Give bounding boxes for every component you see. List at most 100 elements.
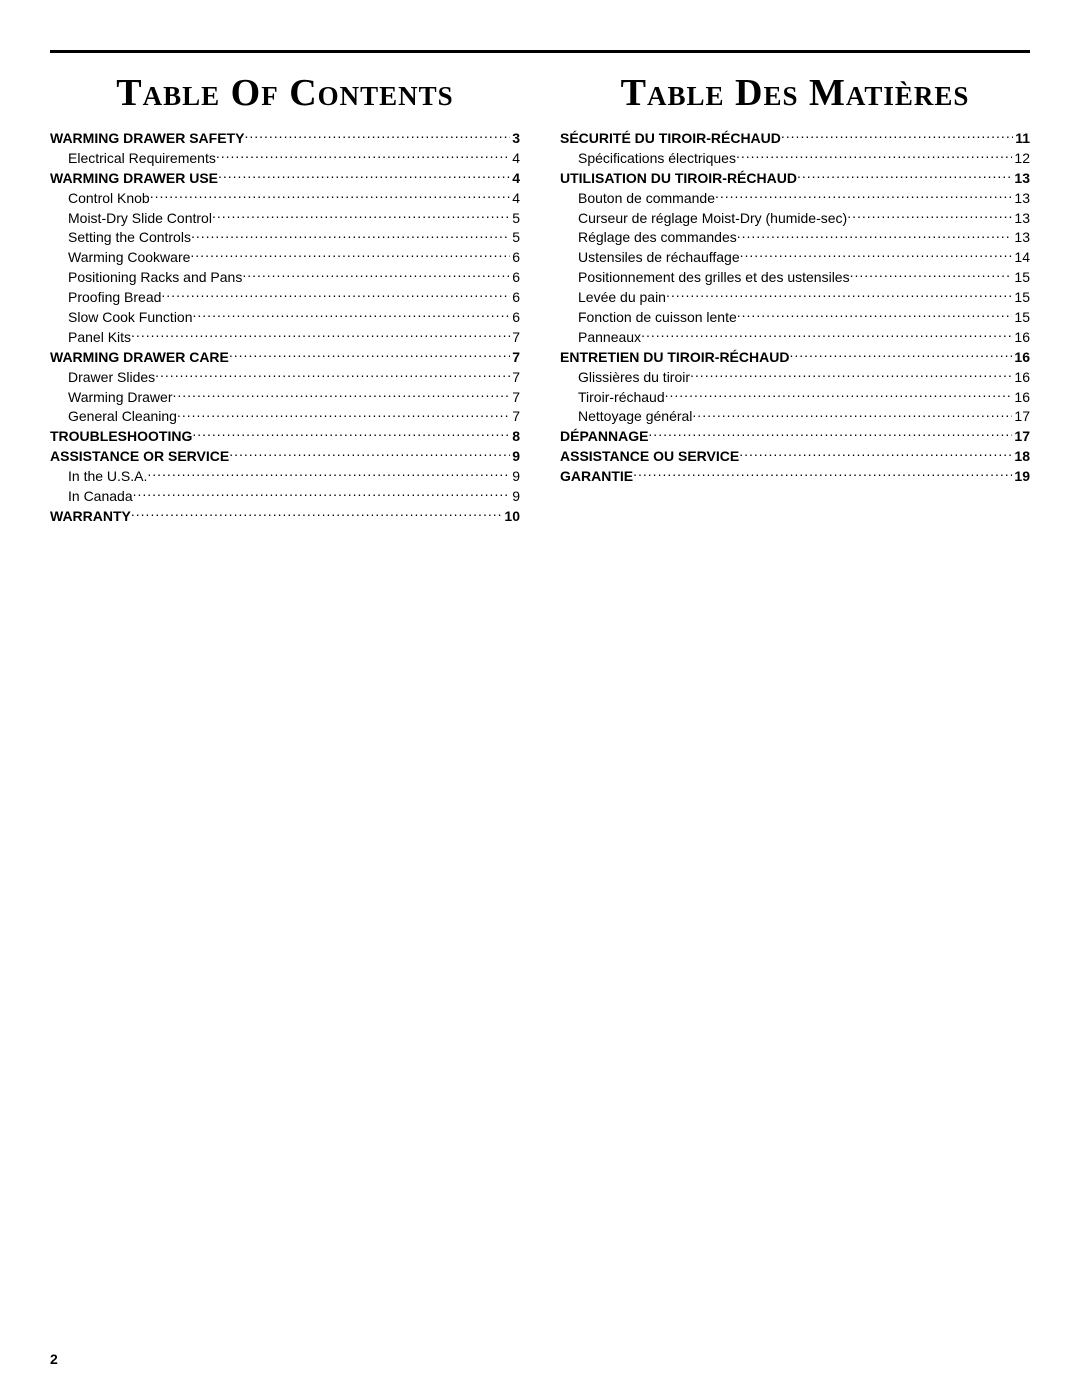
toc-leader-dots <box>173 388 511 402</box>
document-page: Table Of Contents WARMING DRAWER SAFETY 3… <box>0 0 1080 1397</box>
toc-leader-dots <box>666 288 1012 302</box>
toc-entry-label: General Cleaning <box>68 407 177 426</box>
toc-leader-dots <box>161 288 510 302</box>
toc-entry-page: 7 <box>510 368 520 387</box>
toc-entry: Curseur de réglage Moist-Dry (humide-sec… <box>560 209 1030 228</box>
toc-entry-label: Fonction de cuisson lente <box>578 308 737 327</box>
toc-leader-dots <box>244 129 510 143</box>
toc-entry: ENTRETIEN DU TIROIR-RÉCHAUD16 <box>560 348 1030 367</box>
toc-entry: Levée du pain15 <box>560 288 1030 307</box>
toc-entry-label: Warming Drawer <box>68 388 173 407</box>
toc-entry-page: 13 <box>1012 228 1030 247</box>
toc-entry-page: 3 <box>510 129 520 148</box>
toc-entry-page: 5 <box>510 209 520 228</box>
toc-entry: Panel Kits 7 <box>50 328 520 347</box>
toc-entry-page: 16 <box>1012 328 1030 347</box>
toc-entry: In the U.S.A.9 <box>50 467 520 486</box>
toc-entry: DÉPANNAGE 17 <box>560 427 1030 446</box>
top-rule <box>50 50 1030 53</box>
toc-leader-dots <box>633 467 1012 481</box>
toc-entry-page: 9 <box>510 487 520 506</box>
toc-leader-dots <box>131 507 503 521</box>
toc-entry-page: 9 <box>510 447 520 466</box>
toc-entry-page: 9 <box>510 467 520 486</box>
toc-entry-label: Panneaux <box>578 328 641 347</box>
toc-leader-dots <box>850 268 1013 282</box>
toc-entry: Spécifications électriques12 <box>560 149 1030 168</box>
toc-entry-label: DÉPANNAGE <box>560 427 648 446</box>
toc-entry-page: 13 <box>1012 169 1030 188</box>
toc-leader-dots <box>133 487 511 501</box>
toc-entry-label: Warming Cookware <box>68 248 190 267</box>
toc-entry-label: ASSISTANCE OR SERVICE <box>50 447 229 466</box>
toc-entry: Nettoyage général 17 <box>560 407 1030 426</box>
toc-leader-dots <box>737 308 1013 322</box>
right-entries-list: SÉCURITÉ DU TIROIR-RÉCHAUD11Spécificatio… <box>560 129 1030 486</box>
right-column: Table Des Matières SÉCURITÉ DU TIROIR-RÉ… <box>560 63 1030 527</box>
toc-leader-dots <box>739 447 1012 461</box>
toc-entry: Bouton de commande13 <box>560 189 1030 208</box>
toc-entry-page: 5 <box>510 228 520 247</box>
toc-entry-label: Panel Kits <box>68 328 131 347</box>
toc-entry-page: 7 <box>510 407 520 426</box>
toc-entry: Proofing Bread6 <box>50 288 520 307</box>
toc-entry-page: 11 <box>1013 129 1030 148</box>
toc-leader-dots <box>150 189 510 203</box>
toc-entry: WARMING DRAWER CARE7 <box>50 348 520 367</box>
left-toc-title: Table Of Contents <box>50 71 520 115</box>
toc-leader-dots <box>740 248 1013 262</box>
toc-entry-page: 7 <box>510 328 520 347</box>
toc-entry-label: Positionnement des grilles et des ustens… <box>578 268 850 287</box>
toc-entry: Warming Drawer 7 <box>50 388 520 407</box>
toc-entry-label: Ustensiles de réchauffage <box>578 248 740 267</box>
toc-entry: In Canada9 <box>50 487 520 506</box>
toc-entry: Glissières du tiroir16 <box>560 368 1030 387</box>
toc-leader-dots <box>847 209 1012 223</box>
page-number: 2 <box>50 1351 58 1367</box>
toc-entry-label: Slow Cook Function <box>68 308 193 327</box>
toc-entry: Setting the Controls 5 <box>50 228 520 247</box>
toc-entry-label: ASSISTANCE OU SERVICE <box>560 447 739 466</box>
toc-leader-dots <box>177 407 510 421</box>
toc-entry: Drawer Slides7 <box>50 368 520 387</box>
toc-entry-label: Réglage des commandes <box>578 228 737 247</box>
toc-entry: Réglage des commandes 13 <box>560 228 1030 247</box>
toc-entry-label: WARMING DRAWER SAFETY <box>50 129 244 148</box>
toc-leader-dots <box>797 169 1012 183</box>
left-column: Table Of Contents WARMING DRAWER SAFETY 3… <box>50 63 520 527</box>
toc-entry: General Cleaning 7 <box>50 407 520 426</box>
toc-entry-label: Moist-Dry Slide Control <box>68 209 212 228</box>
toc-leader-dots <box>737 228 1013 242</box>
toc-entry: Moist-Dry Slide Control 5 <box>50 209 520 228</box>
toc-leader-dots <box>131 328 510 342</box>
toc-entry-page: 17 <box>1012 407 1030 426</box>
toc-entry-page: 6 <box>510 268 520 287</box>
toc-entry: SÉCURITÉ DU TIROIR-RÉCHAUD11 <box>560 129 1030 148</box>
toc-entry-label: Curseur de réglage Moist-Dry (humide-sec… <box>578 209 847 228</box>
toc-leader-dots <box>191 228 510 242</box>
toc-entry-label: Bouton de commande <box>578 189 715 208</box>
toc-leader-dots <box>218 169 510 183</box>
toc-entry-label: Tiroir-réchaud <box>578 388 665 407</box>
toc-entry: WARMING DRAWER SAFETY 3 <box>50 129 520 148</box>
toc-entry: ASSISTANCE OU SERVICE18 <box>560 447 1030 466</box>
toc-entry: GARANTIE19 <box>560 467 1030 486</box>
toc-entry-page: 17 <box>1012 427 1030 446</box>
toc-entry-label: Setting the Controls <box>68 228 191 247</box>
toc-entry-label: GARANTIE <box>560 467 633 486</box>
toc-leader-dots <box>665 388 1013 402</box>
toc-leader-dots <box>190 248 510 262</box>
toc-leader-dots <box>229 447 510 461</box>
toc-entry: Electrical Requirements4 <box>50 149 520 168</box>
toc-leader-dots <box>648 427 1012 441</box>
toc-entry-label: Nettoyage général <box>578 407 692 426</box>
toc-leader-dots <box>715 189 1012 203</box>
toc-entry-page: 7 <box>510 388 520 407</box>
toc-entry: Ustensiles de réchauffage14 <box>560 248 1030 267</box>
toc-entry-label: TROUBLESHOOTING <box>50 427 192 446</box>
toc-entry-label: ENTRETIEN DU TIROIR-RÉCHAUD <box>560 348 789 367</box>
toc-entry-page: 4 <box>510 169 520 188</box>
toc-entry-page: 16 <box>1012 368 1030 387</box>
toc-entry: Slow Cook Function6 <box>50 308 520 327</box>
toc-entry-label: WARMING DRAWER USE <box>50 169 218 188</box>
